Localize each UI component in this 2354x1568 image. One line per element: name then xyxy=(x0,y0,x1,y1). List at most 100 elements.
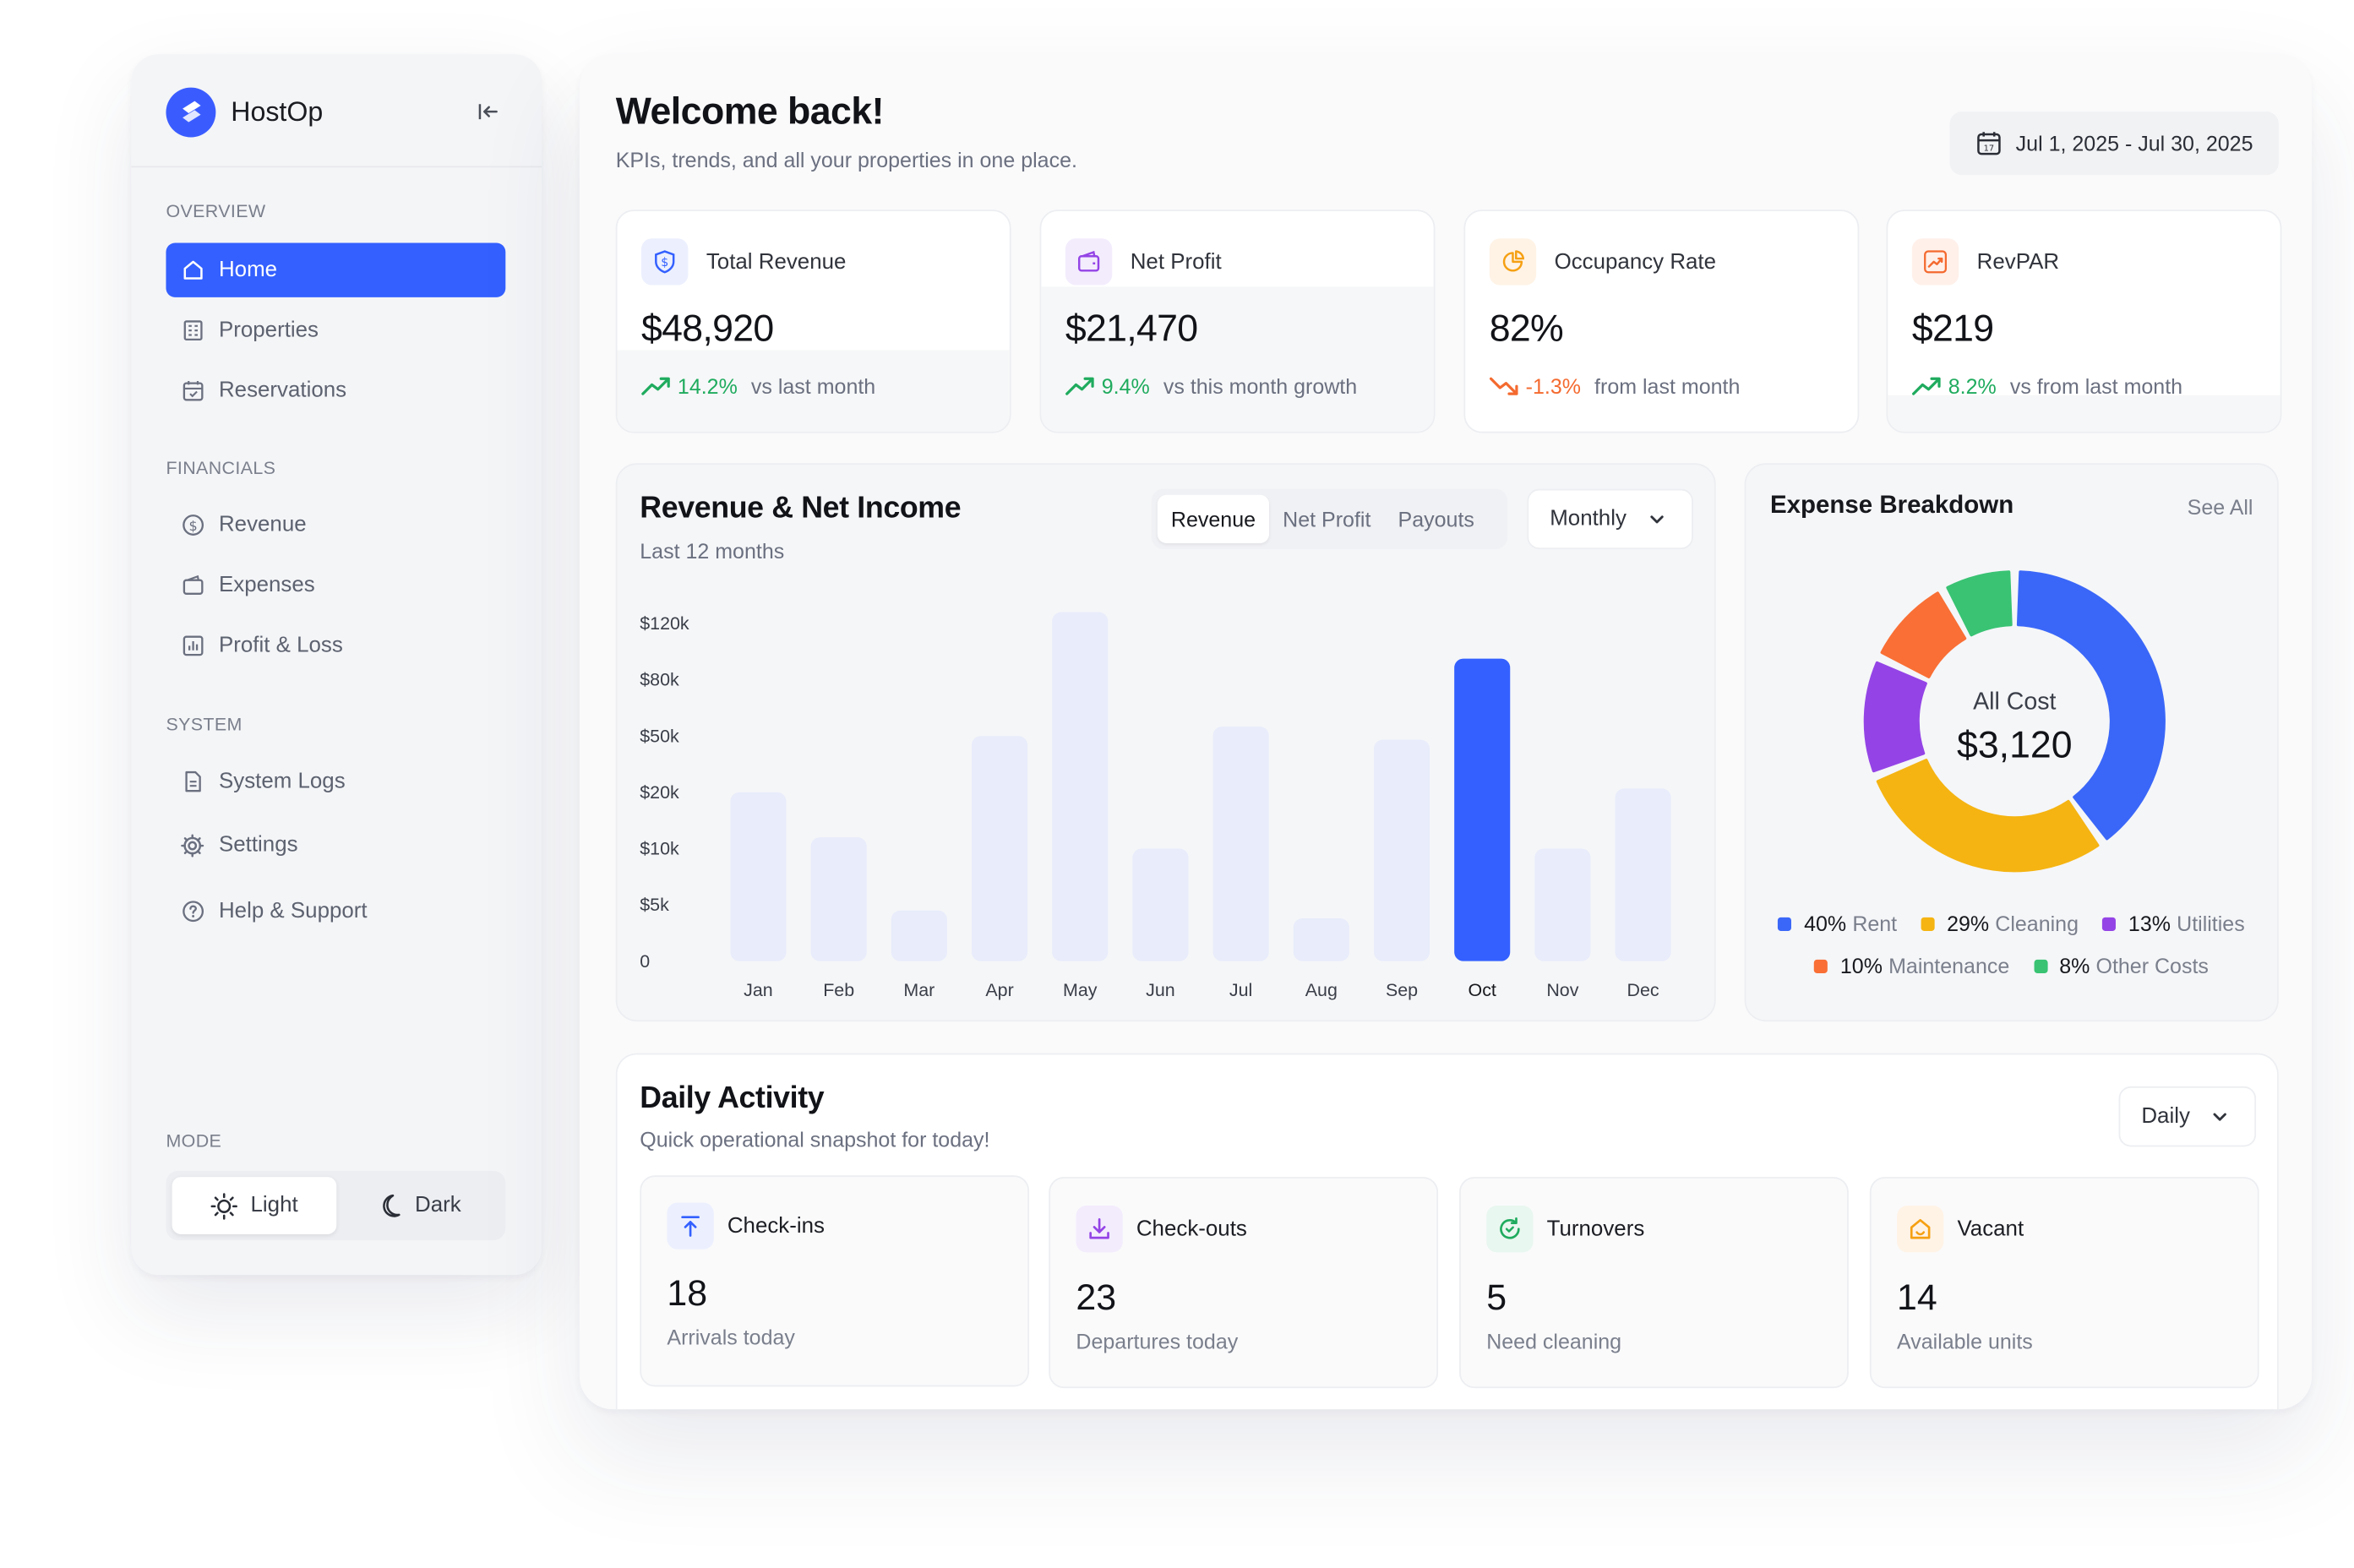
legend-label: Other Costs xyxy=(2095,953,2209,978)
sidebar-item-profit-loss[interactable]: Profit & Loss xyxy=(166,618,505,672)
y-tick-label: $20k xyxy=(640,782,679,803)
page-title: Welcome back! xyxy=(615,90,885,133)
legend-label: Maintenance xyxy=(1888,953,2010,978)
kpi-note: from last month xyxy=(1594,373,1741,399)
sidebar-item-help-support[interactable]: Help & Support xyxy=(166,885,505,939)
collapse-sidebar-button[interactable] xyxy=(469,94,505,130)
calendar-icon: 17 xyxy=(1975,130,2002,157)
sidebar-item-reservations[interactable]: Reservations xyxy=(166,363,505,417)
bar-nov[interactable] xyxy=(1534,848,1591,961)
sidebar-item-properties[interactable]: Properties xyxy=(166,303,505,357)
sidebar-item-label: Help & Support xyxy=(218,899,368,924)
activity-head: Turnovers xyxy=(1486,1206,1644,1253)
sidebar-item-home[interactable]: Home xyxy=(166,242,506,297)
light-mode-button[interactable]: Light xyxy=(172,1177,336,1234)
calendar-icon xyxy=(180,378,205,403)
period-dropdown[interactable]: Monthly xyxy=(1527,488,1693,550)
sidebar-item-label: Expenses xyxy=(218,573,315,598)
kpi-label: Total Revenue xyxy=(706,249,847,275)
bar-mar[interactable] xyxy=(891,910,947,961)
kpi-card-net-profit[interactable]: Net Profit $21,470 9.4% vs this month gr… xyxy=(1039,210,1436,433)
donut-slice-rent[interactable] xyxy=(2016,570,2166,841)
bar-may[interactable] xyxy=(1052,612,1109,961)
activity-value: 14 xyxy=(1897,1277,1937,1319)
legend-swatch xyxy=(2102,916,2117,931)
tab-net-profit[interactable]: Net Profit xyxy=(1283,507,1371,531)
bar-jul[interactable] xyxy=(1212,727,1269,961)
section-label-financials: FINANCIALS xyxy=(166,457,276,479)
kpi-card-occupancy-rate[interactable]: Occupancy Rate 82% -1.3% from last month xyxy=(1463,210,1860,433)
refresh-icon xyxy=(1486,1206,1534,1253)
dollar-circle-icon: $ xyxy=(180,512,205,537)
revenue-card-title: Revenue & Net Income xyxy=(640,492,962,525)
revenue-chart-card: Revenue & Net Income Last 12 months Reve… xyxy=(615,463,1716,1022)
activity-card-check-ins[interactable]: Check-ins 18 Arrivals today xyxy=(640,1175,1030,1387)
daily-period-dropdown[interactable]: Daily xyxy=(2118,1086,2257,1147)
y-tick-label: $120k xyxy=(640,613,689,634)
expense-legend-row-1: 40% Rent 29% Cleaning 13% Utilities xyxy=(1746,911,2277,936)
activity-card-turnovers[interactable]: Turnovers 5 Need cleaning xyxy=(1459,1177,1849,1389)
donut-slice-maintenance[interactable] xyxy=(1880,591,1967,678)
date-range-picker[interactable]: 17 Jul 1, 2025 - Jul 30, 2025 xyxy=(1949,112,2279,176)
x-tick-label: Oct xyxy=(1469,980,1496,1000)
kpi-delta: 14.2% xyxy=(677,373,738,399)
trend-down-icon xyxy=(1489,377,1518,395)
sidebar-item-system-logs[interactable]: System Logs xyxy=(166,754,505,808)
legend-label: Utilities xyxy=(2177,911,2245,936)
donut-slice-other-costs[interactable] xyxy=(1946,570,2013,637)
kpi-delta: -1.3% xyxy=(1525,373,1581,399)
sidebar-item-expenses[interactable]: Expenses xyxy=(166,558,505,612)
legend-item-other-costs: 8% Other Costs xyxy=(2033,953,2209,978)
sidebar-item-label: Reservations xyxy=(218,378,347,403)
arrow-up-icon xyxy=(667,1202,714,1250)
donut-center-label: All Cost xyxy=(1973,688,2056,715)
legend-pct: 8% xyxy=(2059,953,2090,978)
bar-oct[interactable] xyxy=(1454,658,1511,961)
period-dropdown-value: Monthly xyxy=(1550,507,1627,531)
page-subtitle: KPIs, trends, and all your properties in… xyxy=(615,148,1077,172)
kpi-value: $48,920 xyxy=(641,308,774,351)
kpi-card-revpar[interactable]: RevPAR $219 8.2% vs from last month xyxy=(1886,210,2282,433)
bar-jun[interactable] xyxy=(1132,848,1189,961)
activity-card-check-outs[interactable]: Check-outs 23 Departures today xyxy=(1049,1177,1439,1389)
svg-text:17: 17 xyxy=(1983,144,1993,154)
tab-payouts[interactable]: Payouts xyxy=(1398,507,1474,531)
download-icon xyxy=(1076,1206,1123,1253)
legend-swatch xyxy=(1921,916,1935,931)
dark-mode-label: Dark xyxy=(415,1193,461,1218)
activity-label: Check-outs xyxy=(1136,1217,1247,1241)
x-tick-label: Feb xyxy=(823,980,854,1000)
dark-mode-button[interactable]: Dark xyxy=(335,1177,499,1234)
y-tick-label: $50k xyxy=(640,726,679,746)
moon-icon xyxy=(374,1191,403,1220)
legend-pct: 13% xyxy=(2128,911,2171,936)
trend-up-icon xyxy=(641,377,670,395)
donut-slice-cleaning[interactable] xyxy=(1876,759,2100,873)
kpi-value: 82% xyxy=(1489,308,1564,351)
see-all-link[interactable]: See All xyxy=(2187,494,2253,520)
expense-legend-row-2: 10% Maintenance 8% Other Costs xyxy=(1746,953,2277,978)
bar-aug[interactable] xyxy=(1293,918,1349,961)
brand: HostOp xyxy=(166,84,505,139)
bar-jan[interactable] xyxy=(730,792,787,961)
gear-icon xyxy=(180,832,205,858)
section-label-system: SYSTEM xyxy=(166,713,242,735)
kpi-delta: 8.2% xyxy=(1948,373,1997,399)
donut-slice-utilities[interactable] xyxy=(1863,661,1927,773)
daily-activity-subtitle: Quick operational snapshot for today! xyxy=(640,1127,990,1152)
bar-apr[interactable] xyxy=(972,736,1028,961)
sidebar-item-label: Revenue xyxy=(218,513,307,537)
sidebar-item-revenue[interactable]: $ Revenue xyxy=(166,498,505,552)
bar-feb[interactable] xyxy=(810,837,867,961)
x-tick-label: Nov xyxy=(1546,980,1578,1000)
activity-card-vacant[interactable]: Vacant 14 Available units xyxy=(1869,1177,2259,1389)
theme-mode-toggle: Light Dark xyxy=(166,1170,506,1241)
bar-sep[interactable] xyxy=(1373,739,1430,961)
kpi-card-total-revenue[interactable]: $ Total Revenue $48,920 14.2% vs last mo… xyxy=(615,210,1011,433)
bar-dec[interactable] xyxy=(1615,788,1671,961)
svg-text:$: $ xyxy=(188,518,197,534)
sidebar-item-settings[interactable]: Settings xyxy=(166,818,505,872)
tab-revenue[interactable]: Revenue xyxy=(1157,494,1270,543)
section-label-mode: MODE xyxy=(166,1130,222,1152)
